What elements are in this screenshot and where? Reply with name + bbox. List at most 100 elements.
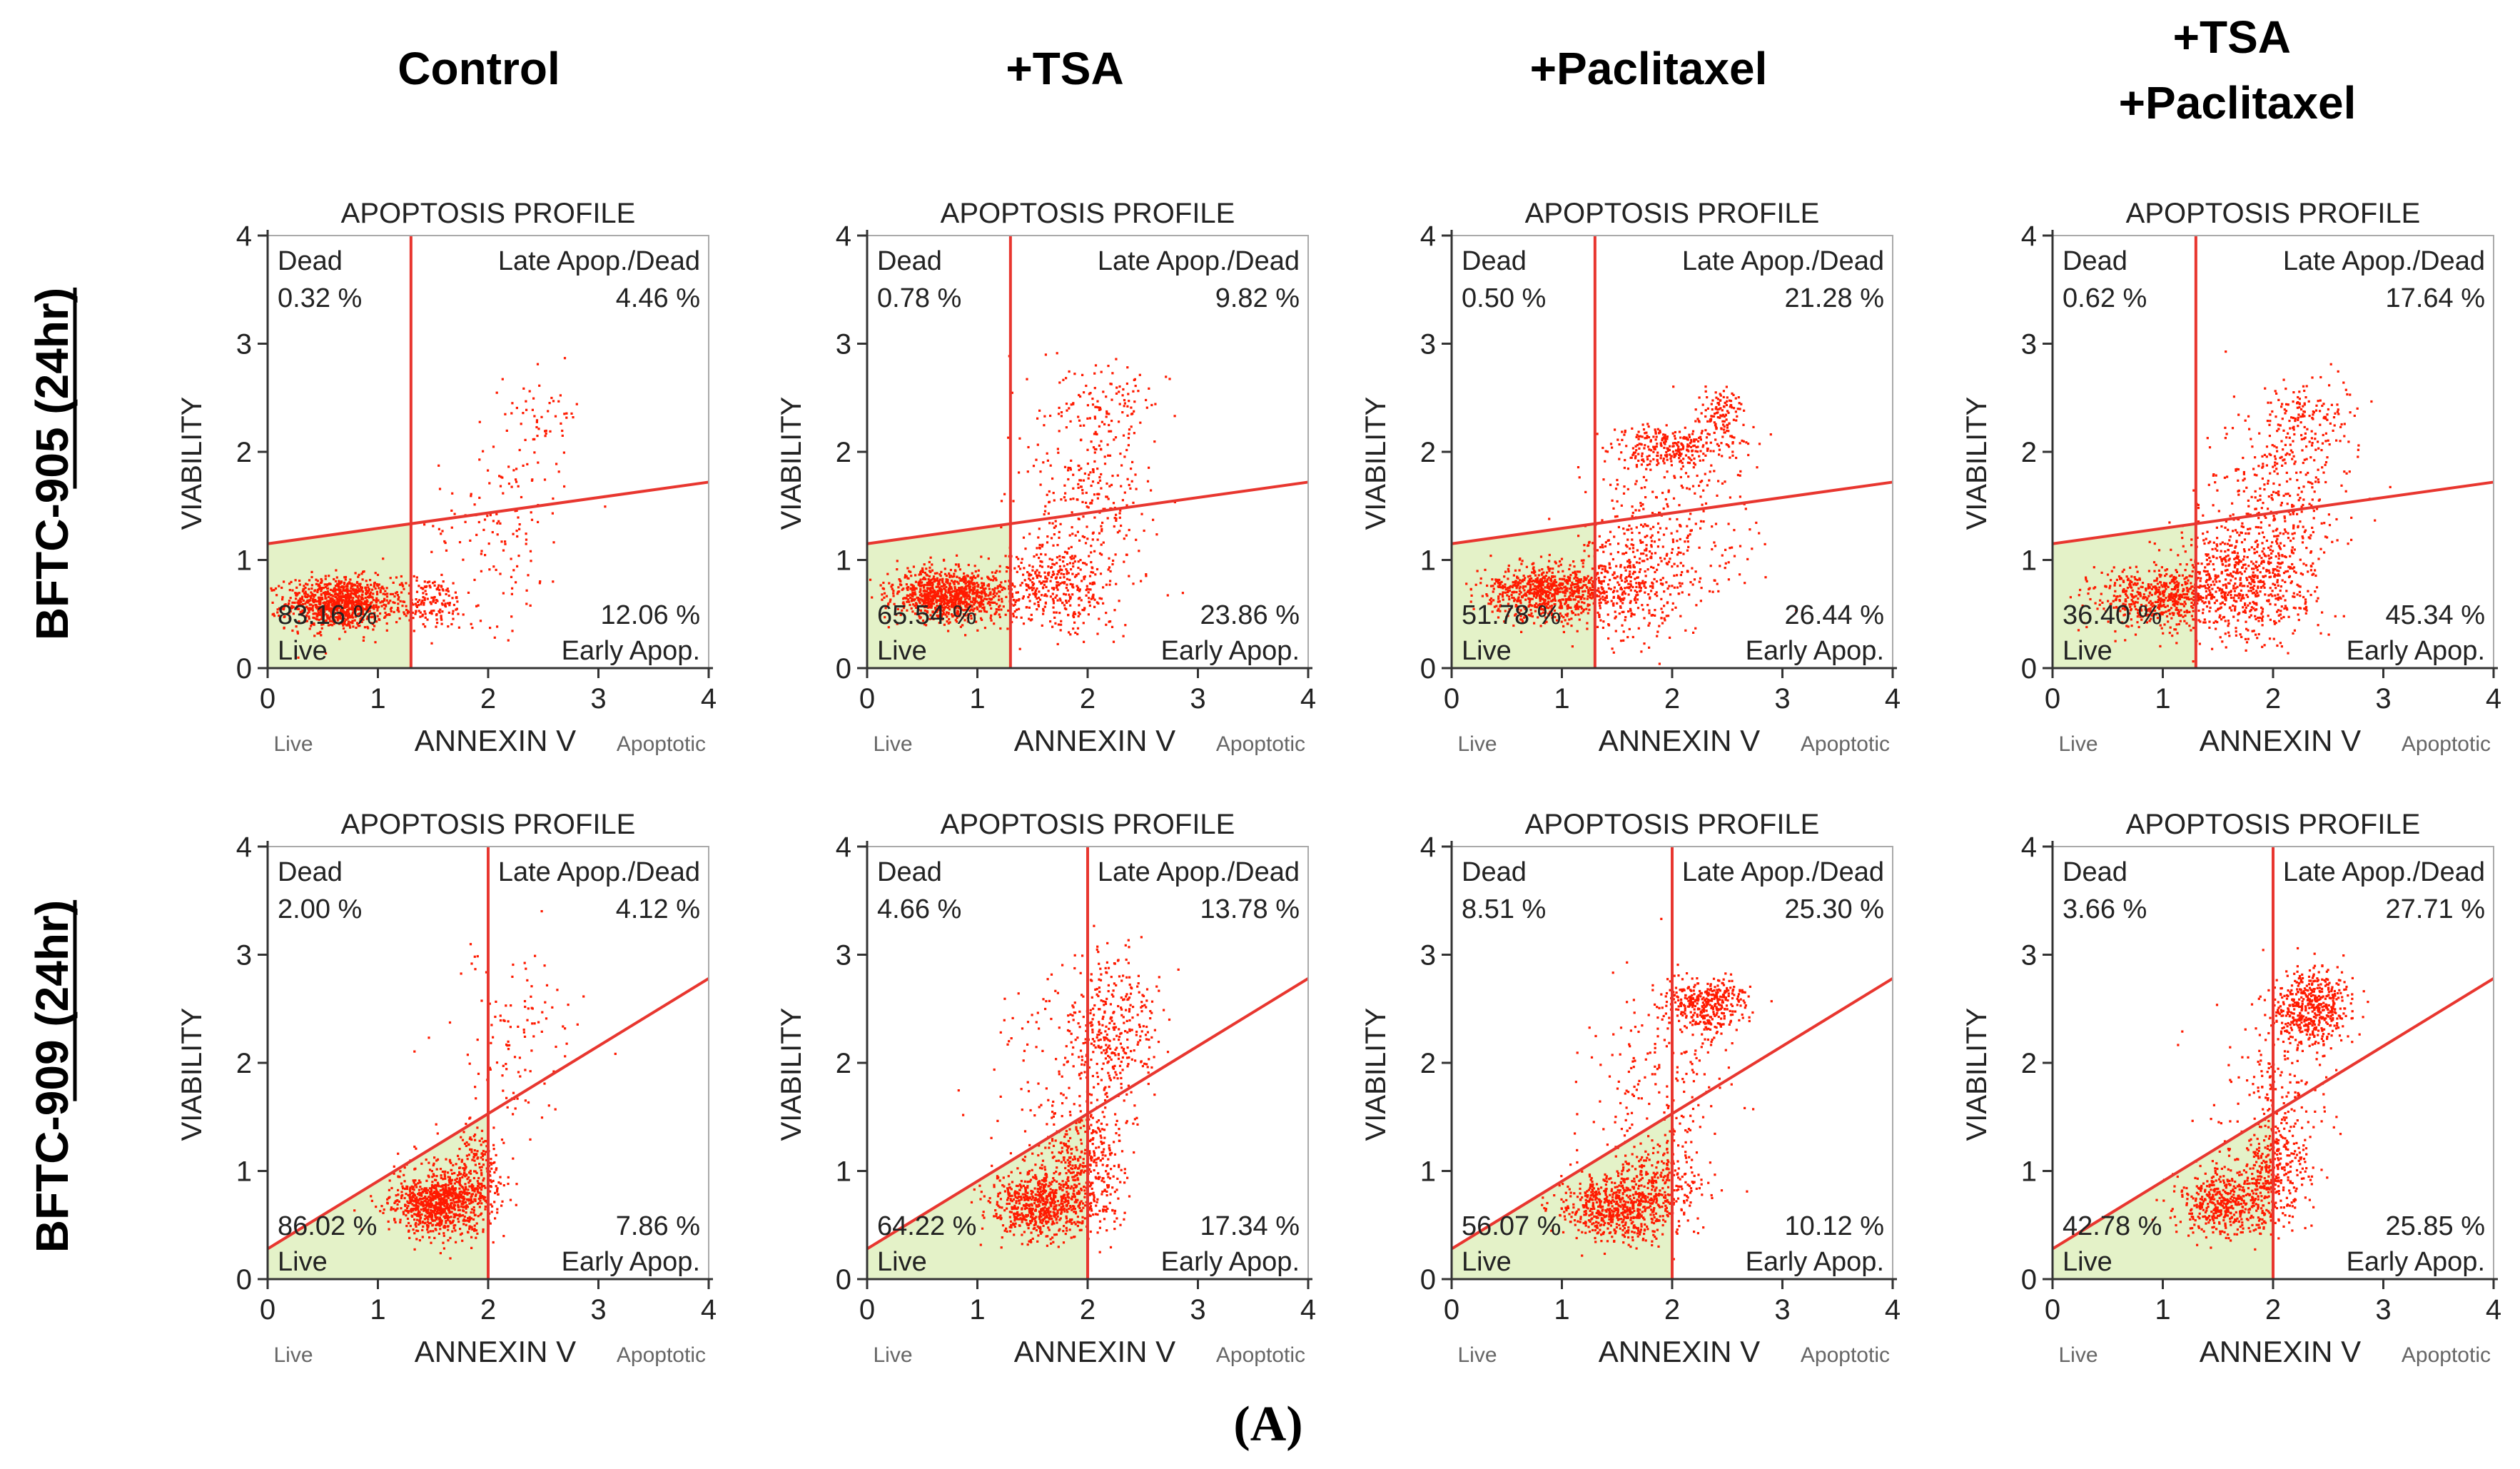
panel-1-3-point xyxy=(1564,592,1567,594)
panel-1-3-point xyxy=(1718,445,1720,447)
panel-1-3-point xyxy=(1555,587,1557,590)
panel-1-3-point xyxy=(1672,385,1674,388)
panel-1-2-point xyxy=(1038,410,1041,412)
panel-1-2-point xyxy=(1066,563,1068,565)
panel-1-3-point xyxy=(1689,513,1691,515)
panel-1-3-point xyxy=(1529,592,1531,595)
panel-1-2-x-label: ANNEXIN V xyxy=(1014,724,1175,757)
panel-1-2-point xyxy=(1033,582,1035,585)
panel-1-2-point xyxy=(1059,600,1061,602)
panel-1-3-point xyxy=(1544,580,1546,582)
panel-1-3-point xyxy=(1668,491,1670,493)
panel-1-3-point xyxy=(1691,433,1694,435)
panel-1-1-point xyxy=(367,590,369,592)
panel-1-2-point xyxy=(1092,538,1094,540)
panel-1-1-point xyxy=(459,541,461,543)
panel-1-3-point xyxy=(1611,500,1614,502)
panel-1-3-point xyxy=(1596,612,1599,614)
panel-1-3-point xyxy=(1574,576,1577,578)
panel-1-2-point xyxy=(1105,415,1108,418)
panel-1-3-point xyxy=(1666,454,1668,456)
panel-1-3-point xyxy=(1499,582,1502,584)
panel-1-3-point xyxy=(1541,572,1543,575)
panel-1-3-point xyxy=(1492,590,1494,592)
panel-1-1-point xyxy=(317,580,319,582)
panel-1-1-point xyxy=(400,582,403,584)
panel-1-2-point xyxy=(1089,417,1091,419)
panel-1-2-point xyxy=(1119,403,1121,405)
panel-1-2-point xyxy=(975,570,977,572)
panel-1-3-point xyxy=(1663,447,1665,449)
panel-1-3-point xyxy=(1719,407,1721,409)
panel-1-2-point xyxy=(869,579,871,581)
panel-1-3-point xyxy=(1699,460,1701,462)
panel-1-3-point xyxy=(1631,454,1634,456)
panel-1-3-point xyxy=(1687,546,1689,548)
panel-1-2-point xyxy=(926,575,928,577)
panel-1-3-point xyxy=(1751,547,1753,550)
panel-1-2-point xyxy=(1058,381,1061,383)
panel-1-1-point xyxy=(355,590,357,592)
panel-1-3-point xyxy=(1652,567,1654,569)
panel-1-3-point xyxy=(1707,408,1709,410)
panel-1-2-point xyxy=(1057,448,1059,450)
panel-1-2-point xyxy=(1094,451,1096,453)
panel-1-1-point xyxy=(442,604,444,606)
panel-1-3-point xyxy=(1739,408,1741,410)
panel-1-3-point xyxy=(1547,595,1549,597)
panel-1-3-point xyxy=(1705,409,1707,411)
panel-1-1-point xyxy=(338,638,340,640)
panel-1-1-point xyxy=(442,580,445,582)
panel-1-2-point xyxy=(1028,594,1031,596)
panel-1-1-live-label: Live xyxy=(278,636,328,666)
panel-1-3-point xyxy=(1582,565,1584,567)
panel-1-2-point xyxy=(993,602,996,604)
panel-1-3-point xyxy=(1659,662,1661,665)
panel-1-3-point xyxy=(1584,584,1587,586)
panel-1-3-point xyxy=(1621,593,1624,595)
panel-1-3-point xyxy=(1642,423,1644,425)
panel-1-4-point xyxy=(2116,579,2118,581)
panel-1-2-point xyxy=(1124,403,1126,405)
panel-1-2-point xyxy=(1038,604,1040,606)
panel-1-2-point xyxy=(983,592,986,594)
panel-1-1-point xyxy=(530,511,532,513)
panel-1-2-point xyxy=(930,557,932,559)
panel-1-3-point xyxy=(1627,468,1629,470)
panel-1-2-point xyxy=(1080,568,1082,570)
panel-1-3-point xyxy=(1716,408,1719,410)
panel-1-2-point xyxy=(954,587,956,590)
panel-1-1-point xyxy=(500,485,502,488)
panel-1-2-point xyxy=(1134,378,1136,380)
panel-1-1-point xyxy=(382,601,384,603)
panel-1-2-point xyxy=(1006,570,1008,572)
panel-1-2-point xyxy=(946,596,948,598)
panel-1-3-point xyxy=(1641,455,1643,457)
panel-1-3-point xyxy=(1635,582,1637,584)
panel-1-3-point xyxy=(1686,525,1688,527)
panel-1-1-point xyxy=(474,503,476,505)
panel-1-2-point xyxy=(1052,571,1054,573)
panel-1-2-point xyxy=(1041,545,1043,547)
panel-1-2-point xyxy=(945,591,947,593)
panel-1-2-point xyxy=(1021,558,1023,560)
panel-1-2-point xyxy=(1077,483,1079,485)
panel-1-3-point xyxy=(1538,583,1540,585)
panel-1-2-point xyxy=(1036,547,1038,549)
panel-1-2-point xyxy=(1122,388,1124,390)
panel-1-4-point xyxy=(2129,567,2131,569)
panel-1-3-point xyxy=(1643,428,1645,430)
panel-1-1-point xyxy=(418,599,420,601)
panel-1-3-point xyxy=(1739,442,1741,444)
panel-1-3-point xyxy=(1555,585,1557,587)
panel-1-1-point xyxy=(525,439,527,441)
panel-1-3-point xyxy=(1660,579,1662,581)
panel-1-2-point xyxy=(934,572,936,575)
panel-1-2-point xyxy=(961,597,963,599)
panel-1-3-y-tick-label: 1 xyxy=(1420,545,1436,577)
panel-1-1-point xyxy=(348,590,350,592)
panel-1-3-point xyxy=(1617,595,1619,597)
panel-1-3-point xyxy=(1586,622,1588,624)
panel-1-2-point xyxy=(992,575,994,577)
panel-1-2-point xyxy=(1036,569,1038,571)
